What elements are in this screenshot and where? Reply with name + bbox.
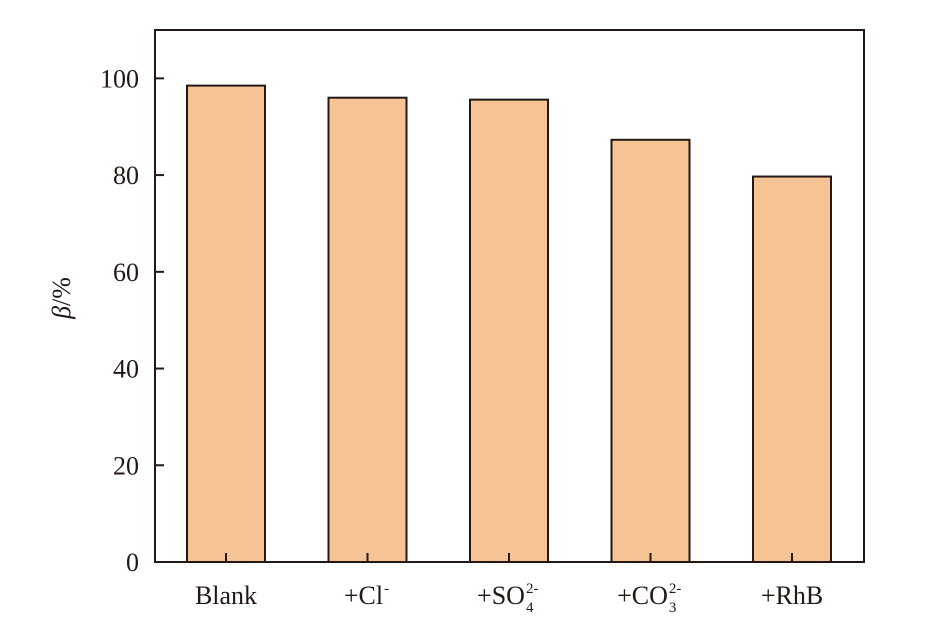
x-category-label: +RhB	[761, 581, 823, 610]
bar-4	[752, 175, 832, 564]
y-tick-label: 20	[113, 451, 139, 480]
bar-3	[610, 138, 691, 563]
x-axis-category-labels: Blank +Cl - +SO 2-4 +CO 2-3 +RhB	[195, 581, 823, 616]
x-category-label-main: +RhB	[761, 581, 823, 610]
x-category-label: +CO 2- 3	[617, 581, 681, 616]
y-axis-label-symbol: β	[47, 306, 76, 320]
x-axis-ticks	[225, 553, 793, 562]
x-category-label: +Cl -	[344, 581, 389, 610]
y-tick-label: 60	[113, 258, 139, 287]
x-category-label-superscript: 2-	[669, 581, 682, 597]
y-axis-label-unit: /%	[47, 277, 76, 306]
x-category-label: +SO 2- 4	[477, 581, 538, 616]
bar-0	[186, 84, 266, 563]
x-category-label-main: Blank	[195, 581, 257, 610]
x-category-label-subscript: 3	[669, 600, 677, 616]
x-category-label-main: +Cl	[344, 581, 383, 610]
y-tick-label: 0	[126, 548, 139, 577]
x-category-label-main: +SO	[477, 581, 525, 610]
x-category-label-superscript: 2-	[526, 581, 539, 597]
y-tick-label: 100	[100, 64, 139, 93]
y-axis-label: β/%	[47, 277, 76, 320]
y-tick-label: 80	[113, 161, 139, 190]
bars-group	[186, 84, 832, 564]
x-category-label-main: +CO	[617, 581, 668, 610]
x-category-label: Blank	[195, 581, 257, 610]
y-axis-ticks: 0 20 40 60 80 100	[100, 64, 164, 577]
y-tick-label: 40	[113, 355, 139, 384]
x-category-label-superscript: -	[384, 581, 389, 597]
bar-2	[469, 98, 549, 563]
bar-1	[327, 96, 408, 564]
x-category-label-subscript: 4	[526, 600, 534, 616]
